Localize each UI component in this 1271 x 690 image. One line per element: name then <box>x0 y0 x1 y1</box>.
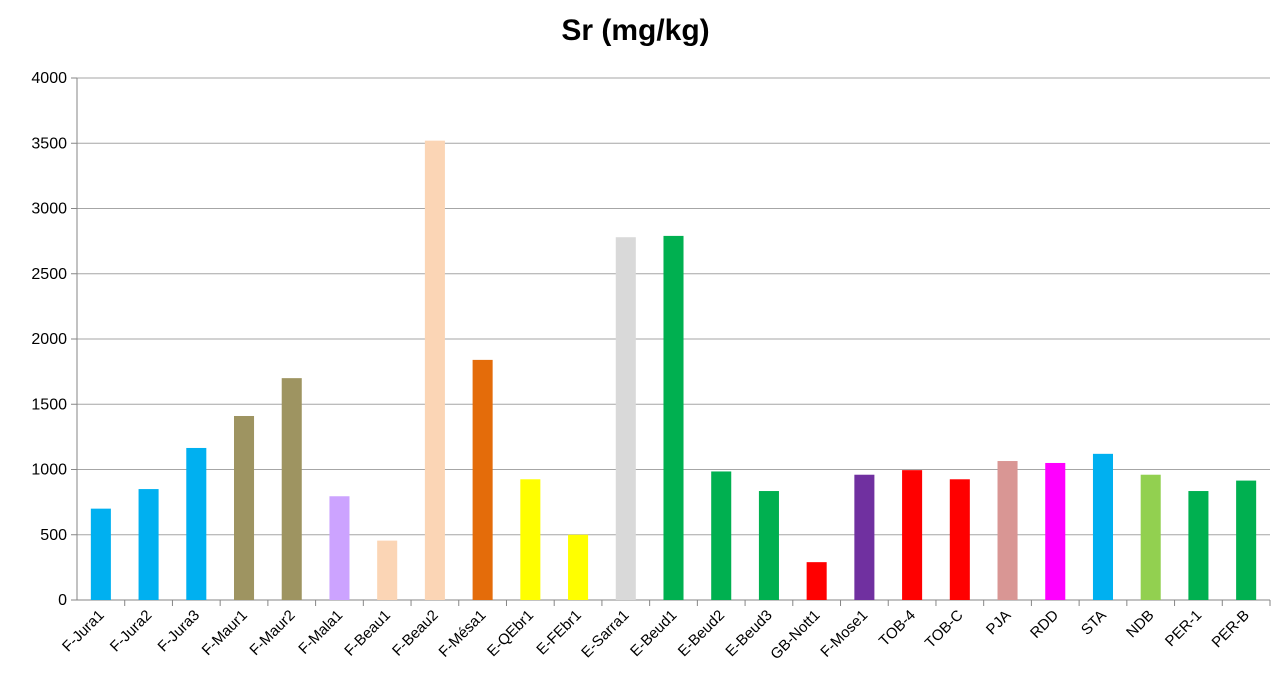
x-tick-label: F-Jura3 <box>155 607 204 656</box>
y-tick-label: 1500 <box>31 396 67 413</box>
x-tick-label: E-Beud1 <box>627 607 680 660</box>
y-tick-labels: 0 500 1000 1500 2000 2500 3000 3500 4000 <box>31 70 67 609</box>
bar-e-febr1 <box>568 534 589 600</box>
x-tick-label: TOB-4 <box>876 607 919 650</box>
bar-f-maur1 <box>233 415 255 600</box>
x-tick-label: NDB <box>1123 607 1157 641</box>
y-tick-label: 2000 <box>31 331 67 348</box>
x-tick-label: PER-1 <box>1162 607 1205 650</box>
x-tick-label: GB-Nott1 <box>767 607 823 663</box>
y-tick-label: 2500 <box>31 266 67 283</box>
y-tick-label: 3500 <box>31 135 67 152</box>
y-tick-label: 0 <box>58 592 67 609</box>
bar-f-jura3 <box>186 447 207 600</box>
bar-e-sarra1 <box>615 237 636 600</box>
x-tick-label: F-Maur2 <box>246 607 298 659</box>
y-tick-label: 4000 <box>31 70 67 87</box>
x-tick-label: RDD <box>1027 607 1062 642</box>
bar-sta <box>1092 453 1114 600</box>
bar-pja <box>997 461 1018 600</box>
chart-title: Sr (mg/kg) <box>561 14 710 47</box>
bar-f-mala1 <box>329 496 350 600</box>
x-tick-labels: F-Jura1 F-Jura2 F-Jura3F-Maur1F-Maur2F-Mal… <box>59 607 1253 663</box>
x-tick-label: F-Beau1 <box>341 607 394 660</box>
bar-f-m-sa1 <box>472 359 493 600</box>
x-tick-label: F-Beau2 <box>389 607 442 660</box>
bars <box>90 140 1257 600</box>
x-tick-label: F-Jura2 <box>107 607 156 656</box>
bar-f-beau2 <box>424 140 445 600</box>
bar-rdd <box>1045 462 1066 600</box>
bar-tob-c <box>949 479 970 600</box>
x-tick-label: TOB-C <box>922 607 967 652</box>
bar-tob-4 <box>902 470 923 600</box>
x-tick-label: F-Jura1 <box>59 607 108 656</box>
bar-gb-nott1 <box>806 562 827 600</box>
bar-e-qebr1 <box>520 479 541 600</box>
x-tick-label: F-Mala1 <box>295 607 346 658</box>
x-tick-label: F-Mésa1 <box>436 607 490 661</box>
y-tick-label: 1000 <box>31 462 67 479</box>
x-tick-label: E-QEbr1 <box>484 607 537 660</box>
bar-f-maur2 <box>281 378 302 600</box>
x-tick-label: E-Sarra1 <box>578 607 632 661</box>
bar-f-jura2 <box>138 489 159 600</box>
x-tick-label: F-Mose1 <box>817 607 871 661</box>
x-tick-label: E-Beud2 <box>675 607 728 660</box>
x-tick-label: E-FEbr1 <box>533 607 585 659</box>
x-tick-label: PER-B <box>1209 607 1253 651</box>
bar-e-beud3 <box>758 491 779 600</box>
y-tick-label: 3000 <box>31 201 67 218</box>
bar-f-beau1 <box>377 540 398 600</box>
bar-f-mose1 <box>854 474 875 600</box>
bar-ndb <box>1140 474 1161 600</box>
bar-e-beud1 <box>663 235 684 600</box>
bar-f-jura1 <box>90 508 111 600</box>
bar-e-beud2 <box>711 471 732 600</box>
x-tick-label: F-Maur1 <box>199 607 251 659</box>
y-tick-label: 500 <box>40 527 67 544</box>
x-tick-label: STA <box>1078 607 1110 639</box>
bar-per-1 <box>1188 491 1209 600</box>
bar-per-b <box>1236 480 1257 600</box>
x-tick-label: PJA <box>983 607 1014 638</box>
